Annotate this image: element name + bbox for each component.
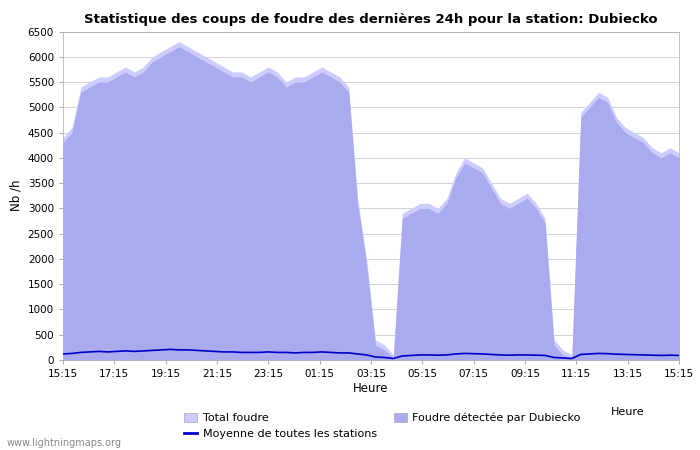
Text: www.lightningmaps.org: www.lightningmaps.org bbox=[7, 438, 122, 448]
Y-axis label: Nb /h: Nb /h bbox=[9, 180, 22, 211]
X-axis label: Heure: Heure bbox=[354, 382, 388, 395]
Title: Statistique des coups de foudre des dernières 24h pour la station: Dubiecko: Statistique des coups de foudre des dern… bbox=[84, 13, 658, 26]
Text: Heure: Heure bbox=[610, 407, 644, 417]
Legend: Total foudre, Moyenne de toutes les stations, Foudre détectée par Dubiecko: Total foudre, Moyenne de toutes les stat… bbox=[179, 408, 585, 444]
